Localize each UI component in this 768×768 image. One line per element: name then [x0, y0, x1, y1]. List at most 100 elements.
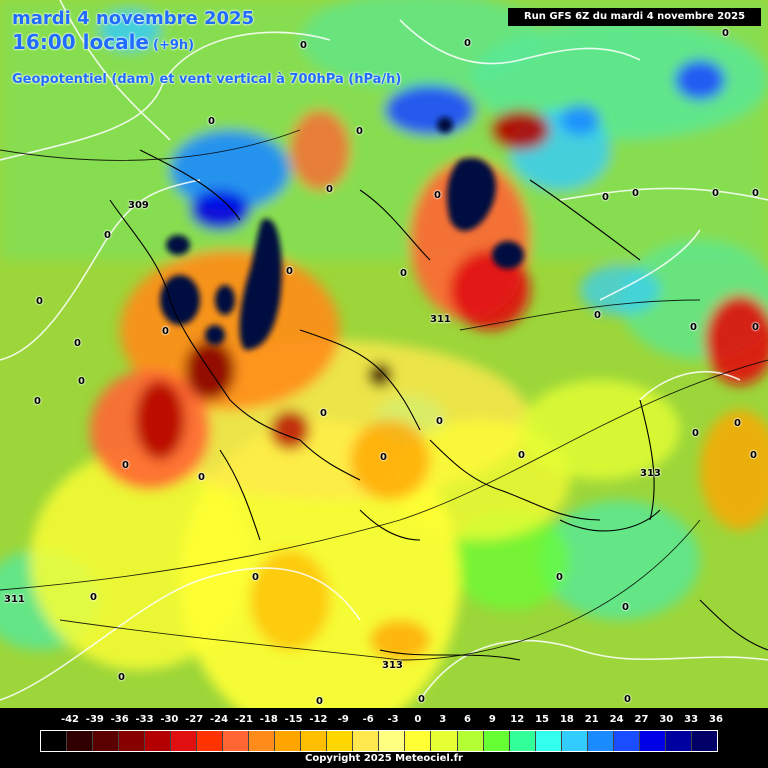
legend-tick-label: 24 — [609, 714, 624, 725]
contour-label: 0 — [518, 450, 525, 461]
contour-label: 0 — [624, 694, 631, 705]
legend-swatch — [639, 731, 666, 751]
contour-label: 0 — [316, 696, 323, 707]
parameter-description: Geopotentiel (dam) et vent vertical à 70… — [12, 72, 402, 87]
legend-swatch — [587, 731, 614, 751]
contour-label: 311 — [4, 594, 25, 605]
forecast-date: mardi 4 novembre 2025 — [12, 8, 255, 29]
contour-label: 0 — [36, 296, 43, 307]
contour-label: 0 — [752, 188, 759, 199]
legend-swatch — [327, 731, 354, 751]
legend-tick-label: 9 — [488, 714, 496, 725]
legend-swatch — [613, 731, 640, 751]
coastlines-and-borders — [109, 149, 768, 661]
legend-swatch — [223, 731, 250, 751]
legend-swatch — [691, 731, 717, 751]
legend-tick-label: 27 — [634, 714, 649, 725]
legend-tick-label: -3 — [387, 714, 399, 725]
legend-tick-label: 0 — [414, 714, 422, 725]
legend-swatch — [93, 731, 120, 751]
contour-label: 0 — [436, 416, 443, 427]
contour-label: 0 — [122, 460, 129, 471]
legend-swatch — [197, 731, 224, 751]
legend-swatch — [275, 731, 302, 751]
legend-swatch — [171, 731, 198, 751]
legend-swatch — [535, 731, 562, 751]
legend-swatch — [145, 731, 172, 751]
legend-swatch — [665, 731, 692, 751]
contour-label: 0 — [104, 230, 111, 241]
strong-uplift-cores — [160, 117, 524, 350]
contour-label: 0 — [356, 126, 363, 137]
legend-tick-label: 33 — [684, 714, 699, 725]
contour-label: 0 — [34, 396, 41, 407]
forecast-local-time: 16:00 locale — [12, 30, 149, 54]
legend-swatch — [249, 731, 276, 751]
contour-label: 0 — [464, 38, 471, 49]
legend-tick-label: 18 — [559, 714, 574, 725]
legend-tick-label: -30 — [160, 714, 179, 725]
contour-label: 0 — [252, 572, 259, 583]
contour-label: 0 — [722, 28, 729, 39]
contour-label: 0 — [380, 452, 387, 463]
legend-swatch — [561, 731, 588, 751]
legend-swatch — [431, 731, 458, 751]
contour-label: 0 — [326, 184, 333, 195]
legend-swatch — [119, 731, 146, 751]
legend-tick-label: -12 — [309, 714, 328, 725]
contour-label: 0 — [78, 376, 85, 387]
contour-label: 0 — [632, 188, 639, 199]
legend-tick-label: 3 — [439, 714, 447, 725]
legend-swatch — [379, 731, 406, 751]
legend-swatch — [301, 731, 328, 751]
contour-label: 0 — [602, 192, 609, 203]
contour-label: 0 — [418, 694, 425, 705]
legend-swatch — [483, 731, 510, 751]
contour-label: 0 — [690, 322, 697, 333]
legend-tick-label: -24 — [210, 714, 229, 725]
forecast-offset: (+9h) — [153, 38, 195, 53]
legend-tick-label: -9 — [337, 714, 349, 725]
contour-label: 0 — [594, 310, 601, 321]
contours — [0, 0, 768, 701]
legend-ticks: -42 -39 -36 -33 -30 -27 -24 -21 -18 -15 -12 -9 -6 -3 0… — [0, 714, 768, 728]
geopotential-isohypses — [0, 129, 768, 661]
legend-tick-label: -21 — [234, 714, 253, 725]
legend-tick-label: 21 — [584, 714, 599, 725]
contour-label: 0 — [556, 572, 563, 583]
contour-label: 0 — [320, 408, 327, 419]
contour-label: 0 — [734, 418, 741, 429]
contour-label: 0 — [622, 602, 629, 613]
contour-label: 0 — [74, 338, 81, 349]
legend-swatch — [41, 731, 68, 751]
legend-color-scale — [40, 730, 718, 752]
contour-label: 0 — [208, 116, 215, 127]
contour-label: 0 — [434, 190, 441, 201]
legend-tick-label: -6 — [362, 714, 374, 725]
legend-tick-label: -36 — [110, 714, 129, 725]
legend-tick-label: -39 — [85, 714, 104, 725]
contour-label: 0 — [198, 472, 205, 483]
contour-label: 0 — [752, 322, 759, 333]
contour-label: 0 — [750, 450, 757, 461]
copyright: Copyright 2025 Meteociel.fr — [305, 753, 463, 764]
contour-label: 0 — [712, 188, 719, 199]
legend-swatch — [353, 731, 380, 751]
legend-tick-label: -15 — [284, 714, 303, 725]
legend-tick-label: -18 — [259, 714, 278, 725]
contour-label: 0 — [90, 592, 97, 603]
contour-label: 0 — [692, 428, 699, 439]
legend-swatch — [457, 731, 484, 751]
contour-label: 311 — [430, 314, 451, 325]
legend-swatch — [509, 731, 536, 751]
contour-label: 0 — [300, 40, 307, 51]
run-info-badge: Run GFS 6Z du mardi 4 novembre 2025 — [508, 8, 761, 26]
legend-tick-label: 6 — [464, 714, 472, 725]
legend-tick-label: 30 — [659, 714, 674, 725]
contour-label: 0 — [400, 268, 407, 279]
contour-label: 313 — [382, 660, 403, 671]
legend-tick-label: 36 — [709, 714, 723, 725]
legend-swatch — [67, 731, 94, 751]
